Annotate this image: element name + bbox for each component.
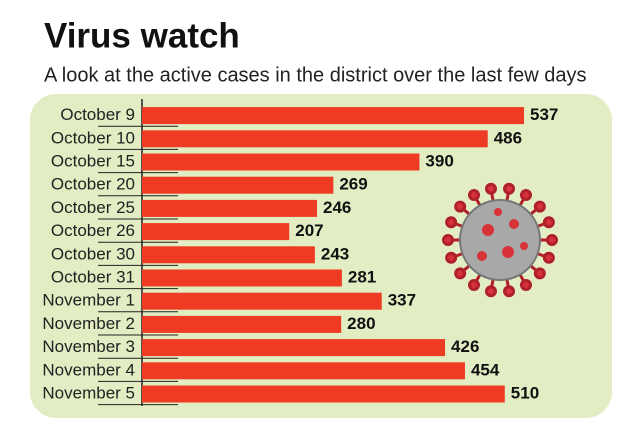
virus-spike-tip (484, 182, 497, 195)
chart-title: Virus watch (44, 16, 240, 55)
value-label: 454 (471, 360, 500, 379)
virus-spike-tip (484, 285, 497, 298)
bar (142, 223, 290, 241)
virus-spike-tip (454, 267, 467, 280)
y-tick-label: November 4 (42, 360, 135, 379)
bar (142, 130, 488, 148)
value-label: 243 (321, 244, 349, 263)
bar (142, 246, 315, 264)
panel (30, 94, 612, 418)
virus-spike-tip (503, 182, 516, 195)
virus-spike-tip (546, 234, 558, 246)
bar (142, 385, 505, 403)
virus-spike-tip (468, 279, 480, 292)
virus-spike-tip (533, 267, 546, 280)
virus-spike-tip (445, 216, 458, 229)
value-label: 390 (425, 151, 453, 170)
virus-spike-tip (445, 251, 458, 264)
y-tick-label: November 1 (42, 291, 135, 310)
y-tick-label: October 26 (51, 221, 135, 240)
virus-illustration (442, 182, 558, 298)
value-label: 269 (339, 175, 367, 194)
y-tick-label: October 9 (60, 105, 135, 124)
y-tick-label: November 2 (42, 314, 135, 333)
value-label: 537 (530, 105, 558, 124)
bar (142, 269, 342, 287)
chart-subtitle: A look at the active cases in the distri… (44, 64, 587, 86)
value-label: 337 (388, 291, 416, 310)
virus-spike-tip (542, 251, 555, 264)
virus-spike-tip (533, 200, 546, 213)
value-label: 246 (323, 198, 351, 217)
bar (142, 176, 334, 194)
virus-spike-tip (503, 285, 516, 298)
virus-spike-tip (520, 188, 532, 201)
value-label: 486 (494, 128, 522, 147)
bar (142, 107, 524, 125)
bar (142, 153, 420, 171)
y-tick-label: October 25 (51, 198, 135, 217)
value-label: 281 (348, 267, 376, 286)
y-tick-label: October 31 (51, 267, 135, 286)
value-label: 207 (295, 221, 323, 240)
value-label: 510 (511, 383, 539, 402)
y-tick-label: October 10 (51, 128, 135, 147)
bar (142, 362, 465, 380)
virus-spike-tip (454, 200, 467, 213)
virus-spike-tip (542, 216, 555, 229)
y-tick-label: October 15 (51, 151, 135, 170)
virus-spike-tip (468, 188, 480, 201)
bar (142, 199, 317, 217)
y-tick-label: October 20 (51, 175, 135, 194)
bar (142, 292, 382, 310)
value-label: 280 (347, 314, 375, 333)
bar (142, 339, 446, 357)
y-tick-label: November 3 (42, 337, 135, 356)
virus-spike-tip (442, 234, 454, 246)
y-tick-label: November 5 (42, 383, 135, 402)
y-tick-label: October 30 (51, 244, 135, 263)
virus-spike-tip (520, 279, 532, 292)
bar (142, 315, 342, 333)
value-label: 426 (451, 337, 479, 356)
